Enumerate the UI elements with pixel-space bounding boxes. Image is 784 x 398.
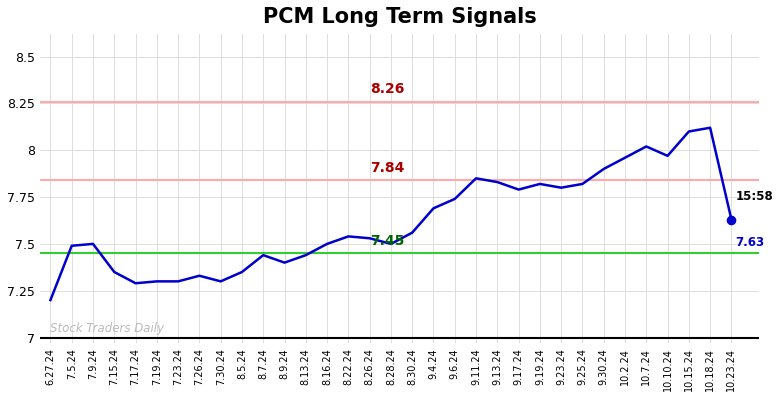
Title: PCM Long Term Signals: PCM Long Term Signals <box>263 7 536 27</box>
Text: 15:58: 15:58 <box>735 190 774 203</box>
Text: 7.63: 7.63 <box>735 236 765 250</box>
Text: 8.26: 8.26 <box>369 82 404 96</box>
Point <box>725 217 738 223</box>
Text: 7.84: 7.84 <box>369 160 404 175</box>
Text: Stock Traders Daily: Stock Traders Daily <box>50 322 165 335</box>
Text: 7.45: 7.45 <box>369 234 404 248</box>
